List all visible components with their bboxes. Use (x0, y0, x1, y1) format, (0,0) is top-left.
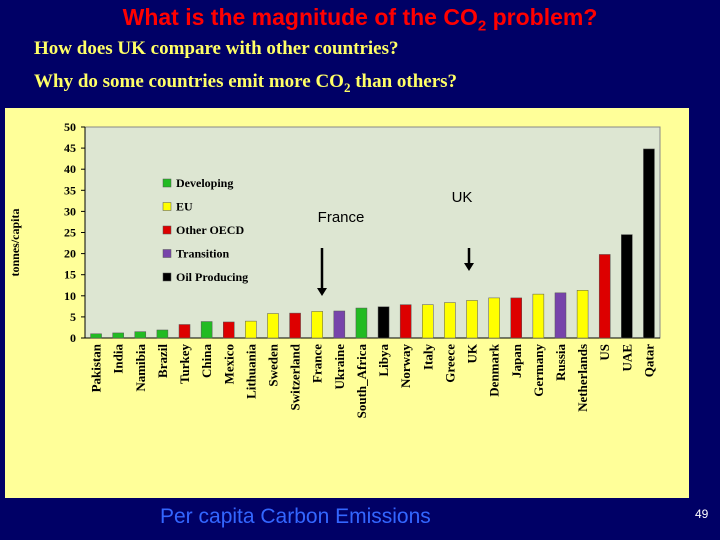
question-uk-comparison: How does UK compare with other countries… (34, 38, 399, 59)
annotation-uk: UK (452, 189, 473, 206)
x-tick-label: France (310, 344, 325, 383)
y-tick-label: 15 (64, 268, 76, 282)
bar-uae (621, 234, 633, 339)
legend-swatch (162, 249, 172, 258)
x-tick-label: US (597, 344, 612, 361)
bar-china (200, 321, 213, 339)
slide-title: What is the magnitude of the CO2 problem… (122, 4, 598, 35)
bar-south-africa (355, 307, 368, 339)
x-tick-label: Mexico (221, 344, 236, 384)
bar-germany (532, 293, 545, 339)
x-tick-label: Netherlands (575, 344, 590, 412)
y-tick-label: 50 (64, 120, 76, 134)
y-tick-label: 20 (64, 247, 76, 261)
y-tick-label: 25 (64, 226, 76, 240)
y-tick-label: 5 (70, 310, 76, 324)
x-tick-label: Lithuania (243, 344, 258, 399)
x-tick-label: UAE (619, 344, 634, 371)
x-tick-label: South_Africa (354, 344, 369, 419)
y-axis-title: tonnes/capita (8, 208, 22, 276)
bar-uk (466, 300, 478, 339)
x-tick-label: Russia (553, 344, 568, 381)
x-tick-label: Italy (420, 344, 435, 371)
legend-swatch (162, 202, 172, 211)
question-why-emit-more: Why do some countries emit more CO2 than… (34, 71, 458, 95)
bar-japan (510, 297, 522, 339)
annotation-france: France (318, 209, 365, 226)
annotation-arrow-head (317, 288, 327, 296)
x-tick-label: Switzerland (288, 343, 303, 410)
bar-greece (444, 302, 456, 339)
bar-switzerland (289, 312, 301, 339)
x-tick-label: Japan (509, 343, 524, 378)
legend-label: Transition (176, 247, 229, 261)
y-tick-label: 40 (64, 162, 76, 176)
x-tick-label: India (111, 344, 126, 374)
legend-label: EU (176, 200, 193, 214)
x-tick-label: Turkey (177, 344, 192, 384)
annotation-arrow-head (464, 263, 474, 271)
bar-qatar (643, 148, 655, 339)
bar-namibia (134, 331, 147, 339)
legend-label: Other OECD (176, 223, 244, 237)
bar-us (598, 254, 611, 339)
x-tick-label: Pakistan (89, 343, 104, 392)
y-tick-label: 0 (70, 331, 76, 345)
y-tick-label: 35 (64, 183, 76, 197)
bar-denmark (488, 297, 500, 339)
chart-caption: Per capita Carbon Emissions (160, 505, 431, 528)
y-tick-label: 45 (64, 141, 76, 155)
slide-number: 49 (695, 507, 709, 521)
x-tick-label: Libya (376, 344, 391, 377)
x-tick-label: Qatar (641, 344, 656, 377)
x-tick-label: Norway (398, 344, 413, 389)
x-tick-label: Denmark (487, 343, 502, 396)
x-tick-label: Sweden (265, 343, 280, 386)
x-tick-label: Greece (442, 344, 457, 383)
legend-label: Oil Producing (176, 270, 248, 284)
y-tick-label: 30 (64, 204, 76, 218)
bar-pakistan (90, 333, 102, 339)
bar-russia (554, 292, 567, 339)
legend-swatch (162, 225, 172, 235)
bar-france (311, 311, 323, 339)
bar-netherlands (576, 290, 589, 339)
bar-lithuania (245, 320, 257, 339)
bar-brazil (156, 329, 169, 339)
bar-turkey (178, 324, 191, 339)
legend-swatch (162, 272, 172, 282)
x-tick-label: UK (465, 343, 480, 363)
bar-libya (377, 306, 390, 339)
x-tick-label: Ukraine (332, 344, 347, 390)
x-tick-label: Germany (531, 344, 546, 397)
legend-swatch (162, 178, 172, 188)
bar-ukraine (333, 310, 346, 339)
x-tick-label: Namibia (133, 344, 148, 392)
bar-sweden (267, 313, 279, 339)
y-tick-label: 10 (64, 289, 76, 303)
x-tick-label: China (199, 344, 214, 378)
bar-italy (422, 304, 434, 339)
bar-norway (399, 304, 412, 339)
bar-mexico (223, 321, 235, 339)
bar-india (112, 332, 124, 339)
x-tick-label: Brazil (155, 344, 170, 378)
legend-label: Developing (176, 176, 233, 190)
